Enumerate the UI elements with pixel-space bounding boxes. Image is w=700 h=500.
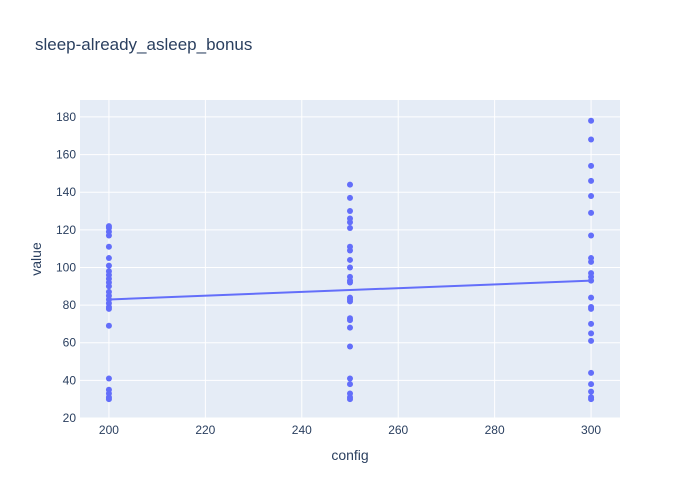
data-point — [105, 232, 112, 239]
x-tick-label: 220 — [195, 423, 215, 437]
data-point — [105, 305, 112, 312]
y-axis-title: value — [28, 242, 44, 276]
y-tick-label: 80 — [63, 298, 77, 312]
trend-line-group — [108, 279, 592, 301]
y-tick-label: 160 — [56, 148, 76, 162]
data-point — [588, 258, 595, 265]
data-point — [347, 194, 353, 201]
data-point — [588, 388, 595, 395]
x-tick-label: 280 — [485, 423, 505, 437]
data-point — [347, 264, 353, 271]
y-tick-label: 20 — [63, 411, 77, 425]
data-point — [105, 322, 112, 329]
y-tick-label: 120 — [56, 223, 76, 237]
data-point — [347, 181, 353, 188]
y-tick-label: 140 — [56, 185, 76, 199]
data-point — [588, 162, 595, 169]
data-point — [347, 396, 353, 403]
data-point — [588, 294, 595, 301]
data-point — [588, 277, 595, 284]
data-point — [347, 375, 353, 382]
data-point — [105, 255, 112, 262]
data-point — [588, 232, 595, 239]
y-tick-label: 180 — [56, 110, 76, 124]
y-tick-label: 60 — [63, 336, 77, 350]
data-point — [347, 224, 353, 231]
data-point — [347, 381, 353, 388]
data-point — [347, 256, 353, 263]
y-tick-label: 100 — [56, 260, 76, 274]
chart-title: sleep-already_asleep_bonus — [35, 35, 252, 54]
data-point — [588, 396, 595, 403]
data-point — [105, 283, 112, 290]
x-tick-label: 240 — [292, 423, 312, 437]
data-point — [105, 262, 112, 269]
data-point — [588, 136, 595, 143]
data-point — [347, 247, 353, 254]
x-tick-labels: 200 220 240 260 280 300 — [99, 423, 601, 437]
data-point — [588, 305, 595, 312]
data-point — [588, 381, 595, 388]
trend-line — [108, 279, 592, 301]
y-tick-label: 40 — [63, 373, 77, 387]
data-point — [588, 330, 595, 337]
data-point — [347, 208, 353, 215]
data-point — [347, 279, 353, 286]
x-axis-title: config — [331, 447, 368, 463]
data-point — [588, 177, 595, 184]
x-tick-label: 200 — [99, 423, 119, 437]
data-point — [347, 343, 353, 350]
data-point — [347, 324, 353, 331]
data-point — [588, 337, 595, 344]
data-point — [105, 396, 112, 403]
y-tick-labels: 20 40 60 80 100 120 140 160 180 — [56, 110, 76, 425]
data-point — [588, 320, 595, 327]
data-point — [105, 243, 112, 250]
data-point — [588, 209, 595, 216]
x-tick-label: 300 — [581, 423, 601, 437]
data-point — [588, 117, 595, 124]
data-point — [347, 219, 353, 226]
x-tick-label: 260 — [388, 423, 408, 437]
data-point — [588, 369, 595, 376]
data-point — [588, 192, 595, 199]
data-point — [105, 375, 112, 382]
data-point — [347, 317, 353, 324]
data-point — [347, 298, 353, 305]
scatter-points — [105, 117, 595, 403]
